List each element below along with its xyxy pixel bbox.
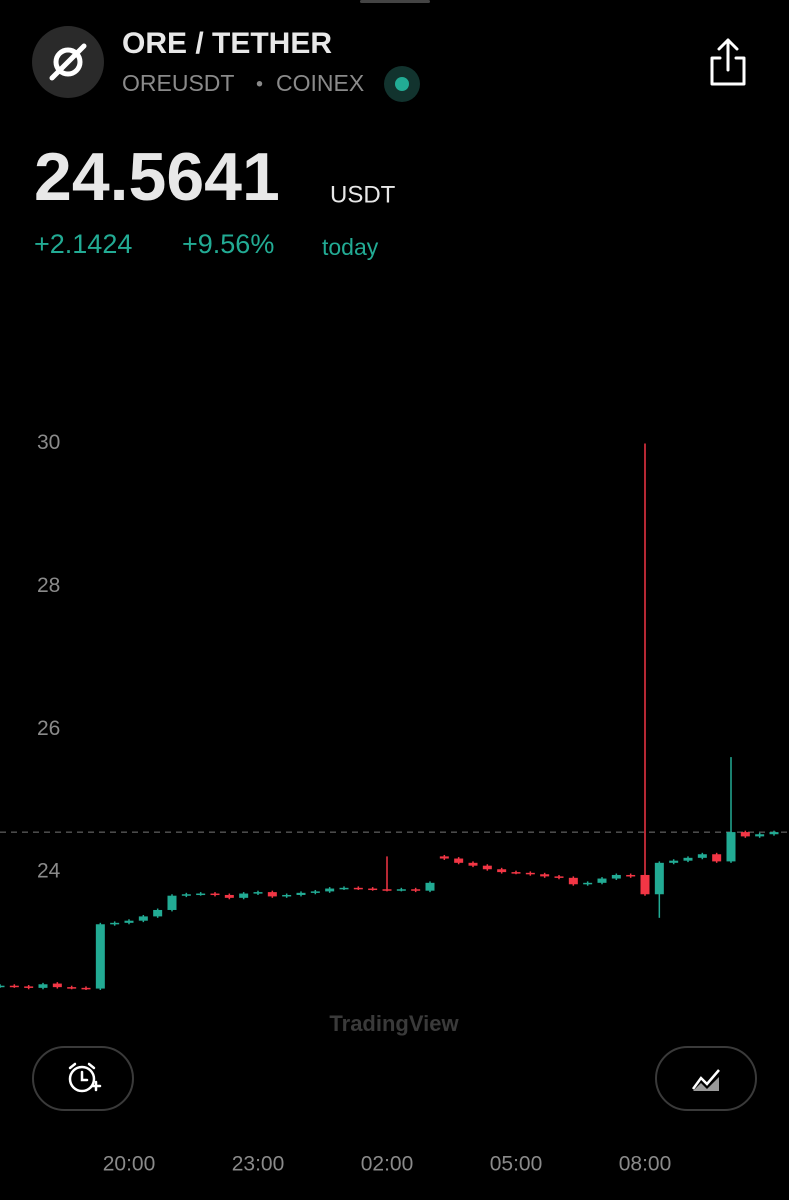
candle-body [196, 893, 206, 896]
logo [32, 26, 104, 98]
candle-body [540, 874, 550, 877]
candle-body [769, 832, 779, 835]
candle-body [640, 874, 650, 895]
candle-body [110, 922, 120, 925]
candle-body [325, 888, 335, 892]
currency: USDT [330, 181, 396, 208]
candle-body [24, 986, 34, 988]
candle-body [181, 894, 191, 896]
x-tick-label: 05:00 [490, 1153, 543, 1176]
candle-body [368, 888, 378, 891]
candle-body [81, 987, 91, 990]
candle-body [167, 895, 177, 910]
share-button[interactable] [710, 38, 746, 86]
candle-body [568, 877, 578, 885]
candle-body [583, 882, 593, 885]
candle-body [597, 878, 607, 883]
candle-body [0, 985, 5, 988]
candle-body [669, 860, 679, 863]
candle-body [439, 856, 449, 859]
candle-body [755, 834, 765, 837]
candle-body [726, 832, 736, 862]
y-tick-label: 24 [37, 860, 61, 883]
candle-body [411, 889, 421, 891]
candle-body [153, 909, 163, 917]
exchange: COINEX [276, 70, 364, 96]
candle-body [353, 887, 363, 890]
candle-body [267, 892, 277, 897]
change: +2.1424 [34, 229, 132, 259]
candle-body [497, 869, 507, 873]
y-tick-label: 26 [37, 717, 60, 740]
indicators-button[interactable] [655, 1046, 757, 1111]
candle-body [740, 832, 750, 837]
candle-body [210, 893, 220, 896]
pair-title: ORE / TETHER [122, 27, 332, 60]
period: today [322, 234, 379, 260]
candle-body [626, 874, 636, 877]
separator: • [256, 73, 263, 95]
candle-body [282, 894, 292, 897]
candle-body [611, 874, 621, 879]
candle-body [511, 872, 521, 874]
watermark: TradingView [329, 1011, 459, 1036]
x-tick-label: 20:00 [103, 1153, 156, 1176]
candle-body [654, 862, 664, 895]
candle-body [554, 876, 564, 878]
candle-body [124, 920, 134, 923]
candle-body [95, 924, 105, 989]
candle-body [9, 985, 19, 988]
candle-body [396, 889, 406, 891]
candle-body [482, 865, 492, 870]
change-percent: +9.56% [182, 229, 274, 259]
y-tick-label: 30 [37, 431, 60, 454]
status-notch [360, 0, 430, 3]
candle-body [454, 858, 464, 863]
candle-body [310, 891, 320, 893]
candle-body [239, 893, 249, 898]
candle-body [683, 857, 693, 861]
alert-button[interactable] [32, 1046, 134, 1111]
candle-body [525, 872, 535, 875]
candle-body [712, 854, 722, 862]
candle-body [468, 862, 478, 866]
candle-body [697, 854, 707, 858]
candle-body [425, 882, 435, 891]
candle-body [67, 987, 77, 989]
candle-body [138, 916, 148, 921]
candle-body [52, 983, 62, 988]
candle-body [296, 892, 306, 895]
x-tick-label: 08:00 [619, 1153, 672, 1176]
y-tick-label: 28 [37, 574, 60, 597]
candle-body [224, 894, 234, 898]
symbol: OREUSDT [122, 70, 234, 96]
price: 24.5641 [34, 139, 280, 215]
chart: 24 26 28 30 20:00 23:00 02:00 05:00 08:00 [0, 431, 789, 1176]
candle-body [38, 984, 48, 988]
x-tick-label: 02:00 [361, 1153, 414, 1176]
candle-body [382, 889, 392, 891]
candle-body [339, 887, 349, 890]
x-tick-label: 23:00 [232, 1153, 285, 1176]
candle-body [253, 892, 263, 894]
status-dot [395, 77, 409, 91]
